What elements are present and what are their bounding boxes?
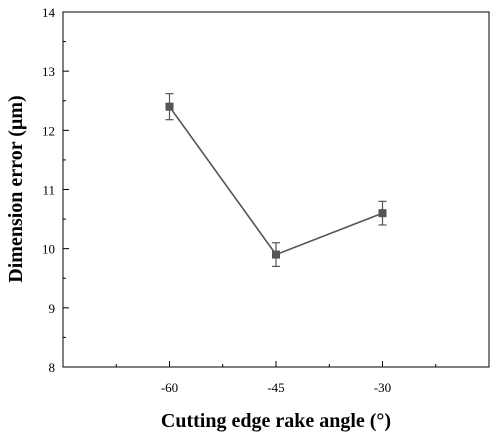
y-tick-label: 13: [42, 64, 55, 79]
data-points: [165, 102, 387, 259]
y-tick-label: 12: [42, 123, 55, 138]
plot-frame: [62, 11, 490, 368]
series-line: [168, 106, 383, 256]
y-tick-label: 8: [49, 360, 56, 375]
data-point-marker: [272, 250, 280, 259]
y-tick-label: 14: [42, 5, 56, 20]
error-bars: [165, 93, 387, 268]
x-tick-label: -45: [267, 380, 284, 395]
y-axis-ticks: 8 9 10 11 12 13 14: [42, 5, 69, 375]
x-tick-label: -30: [374, 380, 391, 395]
x-axis-title: Cutting edge rake angle (°): [161, 410, 391, 432]
data-point-marker: [165, 102, 174, 111]
y-tick-label: 11: [42, 183, 55, 198]
x-tick-label: -60: [161, 380, 178, 395]
y-tick-label: 10: [42, 242, 55, 257]
data-point-marker: [378, 209, 387, 218]
y-axis-title: Dimension error (µm): [5, 95, 27, 282]
x-axis-ticks: -60 -45 -30: [115, 361, 437, 395]
y-tick-label: 9: [49, 301, 56, 316]
